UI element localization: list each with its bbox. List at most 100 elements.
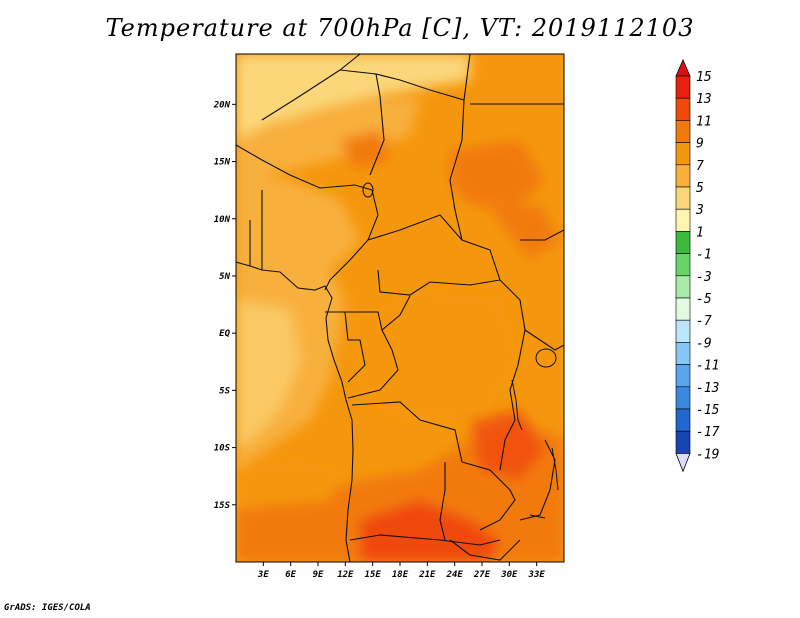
border-car-north [367, 214, 501, 281]
temperature-field [236, 54, 564, 562]
field-hot-chad [340, 130, 390, 170]
field-hot-southeast [470, 410, 545, 480]
lat-tick-label: 5S [219, 386, 230, 396]
colorbar-label: 9 [696, 137, 704, 152]
colorbar-segment [675, 142, 691, 166]
lake-tanganyika [511, 379, 523, 431]
lon-tick-label: 6E [285, 570, 296, 580]
border-angola-north [351, 401, 463, 463]
border-zambia [461, 461, 516, 531]
lakes [362, 182, 559, 519]
colorbar-label: -13 [696, 381, 719, 396]
colorbar-label: -15 [696, 403, 720, 418]
latitude-axis: 20N 15N 10N 5N EQ 5S 10S 15S [213, 100, 236, 511]
coastline-west [236, 261, 354, 562]
border-northeast [520, 229, 564, 241]
lon-tick-label: 12E [337, 570, 354, 580]
colorbar-segment [675, 386, 691, 410]
lat-tick-label: EQ [219, 329, 230, 339]
colorbar-segment [675, 164, 691, 188]
field-hot-sudan [450, 140, 545, 210]
colorbar-label: 1 [696, 225, 704, 240]
field-southwest-band [236, 460, 340, 505]
longitude-axis: 3E 6E 9E 12E 15E 18E 21E 24E 27E 30E 33E [257, 562, 545, 580]
grads-credit: GrADS: IGES/COLA [4, 603, 91, 613]
lat-tick-label: 15N [214, 158, 231, 168]
map-title: Temperature at 700hPa [C], VT: 201911210… [105, 14, 695, 42]
border-congo-drc [347, 329, 399, 399]
colorbar-label: -7 [696, 314, 712, 329]
border-mozambique [519, 439, 556, 521]
lake-victoria [535, 348, 557, 368]
border-nigeria-cameroon [324, 189, 379, 291]
border-east-africa [524, 329, 564, 351]
lat-tick-label: 20N [213, 100, 231, 110]
colorbar-label: 3 [695, 203, 704, 218]
lon-tick-label: 21E [418, 570, 436, 580]
lon-tick-label: 3E [257, 570, 269, 580]
border-car-south [377, 269, 501, 296]
lon-tick-label: 9E [313, 570, 324, 580]
country-boundaries [236, 54, 564, 562]
field-cool-north [236, 54, 470, 140]
colorbar-segment [675, 297, 691, 321]
colorbar-bottom-cap [675, 452, 691, 473]
colorbar-label: 5 [696, 181, 704, 196]
field-hot-east [490, 205, 560, 260]
colorbar-segment [675, 275, 691, 299]
colorbar-label: -5 [696, 292, 712, 307]
colorbar-label: 15 [696, 70, 712, 85]
colorbar-segment [675, 319, 691, 343]
colorbar-label: -9 [696, 336, 712, 351]
colorbar-segment [675, 231, 691, 254]
border-chad-sudan [449, 99, 465, 241]
field-west-africa [236, 175, 360, 270]
border-gabon [344, 311, 366, 383]
border-south-africa [449, 539, 521, 561]
border-namibia [349, 534, 501, 546]
lat-tick-label: 10N [214, 215, 231, 225]
field-warm-north [236, 98, 420, 190]
colorbar-segment [675, 364, 691, 388]
colorbar-label: 13 [696, 92, 712, 107]
lake-kariba [529, 514, 546, 519]
colorbar-top-cap [675, 59, 691, 77]
border-libya [375, 54, 471, 101]
field-congo [350, 290, 520, 420]
colorbar-label: -3 [696, 270, 712, 285]
colorbar-segment [675, 342, 691, 365]
colorbar-segment [675, 408, 691, 432]
colorbar-segment [675, 186, 691, 210]
lon-tick-label: 33E [528, 570, 546, 580]
border-niger-nigeria [236, 144, 373, 191]
lon-tick-label: 24E [446, 570, 464, 580]
field-cool-southwest [236, 300, 300, 445]
colorbar-label: -1 [696, 248, 712, 263]
colorbar-label: -11 [696, 359, 719, 374]
colorbar-segment [675, 430, 691, 454]
lon-tick-label: 18E [392, 570, 409, 580]
lon-tick-label: 30E [500, 570, 518, 580]
colorbar-segment [675, 253, 691, 277]
border-niger-algeria [339, 69, 385, 176]
lon-tick-label: 15E [365, 570, 382, 580]
border-sahara-west [261, 54, 361, 121]
lat-tick-label: 5N [219, 272, 230, 282]
colorbar-segment [675, 97, 691, 121]
colorbar-segment [675, 120, 691, 143]
colorbar-segment [675, 75, 691, 99]
border-angola-east [439, 462, 446, 541]
colorbar-label: -17 [696, 425, 720, 440]
colorbar-label: 11 [696, 114, 712, 129]
lat-tick-label: 10S [214, 444, 231, 454]
lat-tick-label: 15S [214, 501, 231, 511]
lon-tick-label: 27E [473, 570, 491, 580]
colorbar-segment [675, 208, 691, 232]
border-drc-east [499, 279, 526, 471]
lake-malawi [551, 447, 559, 491]
colorbar-label: -19 [696, 447, 719, 462]
colorbar-label: 7 [696, 159, 704, 174]
lake-chad [362, 182, 374, 198]
field-hottest-south [360, 500, 500, 562]
